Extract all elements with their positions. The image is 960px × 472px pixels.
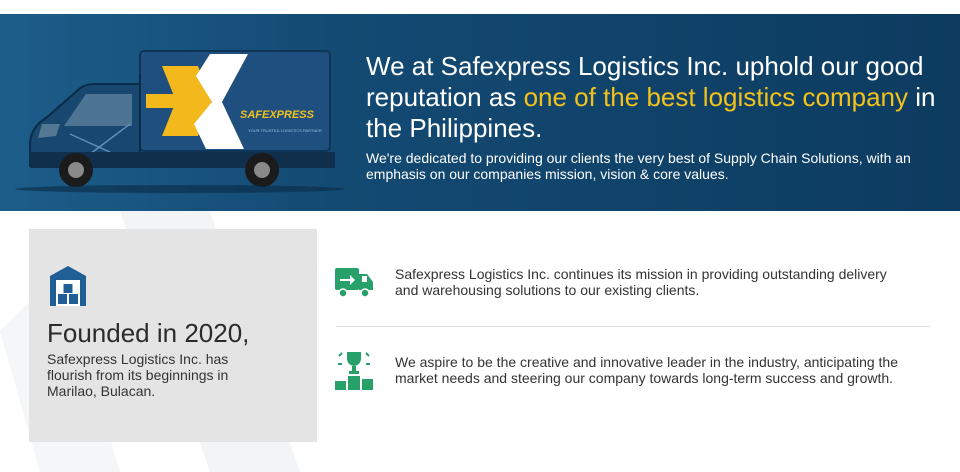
headline-start: We at Safexpress Logistics Inc. uphold o… [366,51,924,112]
truck-brand-text: SAFEXPRESS [240,109,315,121]
feature-mission-text: Safexpress Logistics Inc. continues its … [395,266,887,298]
truck-illustration: SAFEXPRESS YOUR TRUSTED LOGISTICS PARTNE… [15,50,345,193]
headline-end: in the Philippines. [366,82,936,143]
founded-description: Safexpress Logistics Inc. has flourish f… [47,351,229,399]
founded-card: Founded in 2020, Safexpress Logistics In… [29,229,317,442]
trophy-podium-icon [335,352,373,390]
delivery-truck-icon [335,268,373,298]
hero-text: We at Safexpress Logistics Inc. uphold o… [366,51,946,182]
truck-tagline-text: YOUR TRUSTED LOGISTICS PARTNER [248,128,322,133]
hero-subtext: We're dedicated to providing our clients… [366,150,911,182]
headline-highlight: one of the best logistics company [523,82,909,112]
hero-headline: We at Safexpress Logistics Inc. uphold o… [366,51,946,144]
feature-vision-text: We aspire to be the creative and innovat… [395,354,899,386]
hero-banner: SAFEXPRESS YOUR TRUSTED LOGISTICS PARTNE… [0,14,960,211]
warehouse-icon [50,266,86,306]
feature-divider [336,326,930,327]
founded-title: Founded in 2020, [47,318,250,348]
